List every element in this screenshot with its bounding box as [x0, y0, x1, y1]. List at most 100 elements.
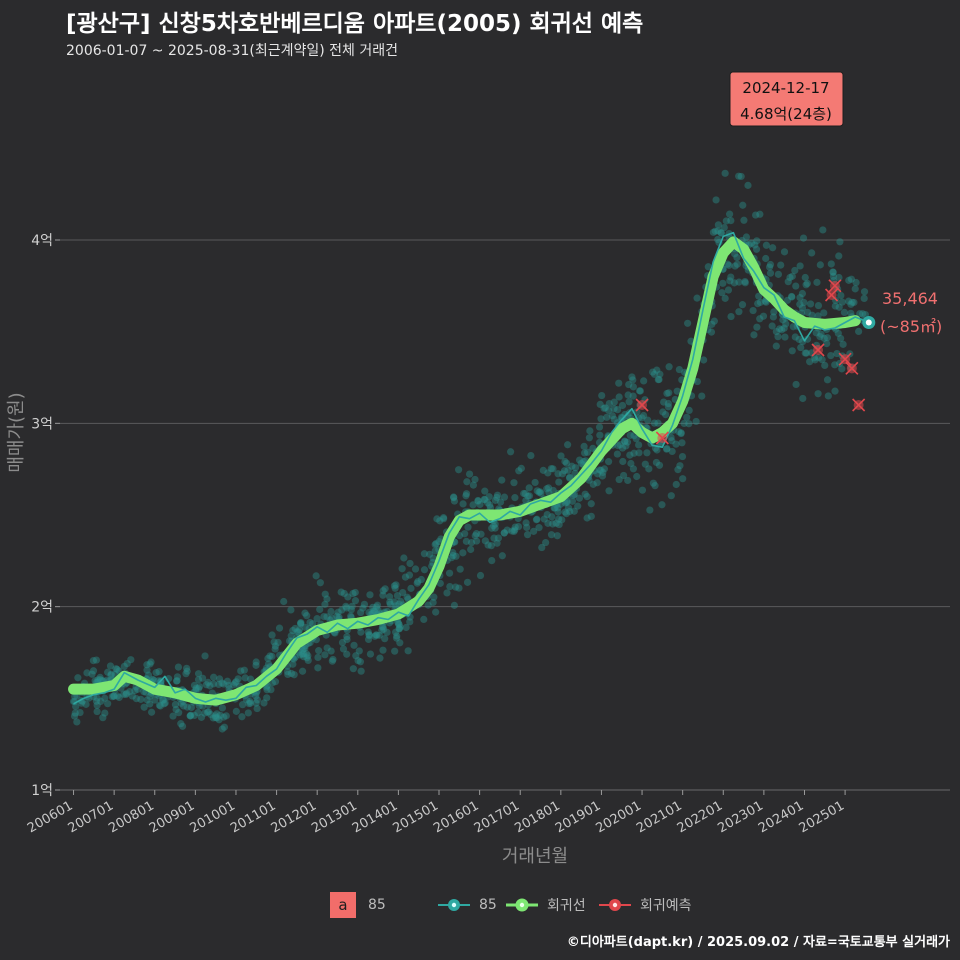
transaction-point: [146, 692, 154, 700]
transaction-point: [392, 581, 400, 589]
transaction-point: [586, 427, 594, 435]
transaction-point: [309, 620, 317, 628]
transaction-point: [431, 547, 439, 555]
transaction-point: [186, 712, 194, 720]
transaction-point: [260, 699, 268, 707]
transaction-point: [788, 272, 796, 280]
y-tick-label: 1억: [31, 783, 53, 799]
transaction-point: [522, 519, 530, 527]
transaction-point: [287, 632, 295, 640]
x-tick-label: 201001: [187, 798, 237, 836]
transaction-point: [561, 457, 569, 466]
transaction-point: [625, 398, 633, 406]
transaction-point: [678, 439, 686, 447]
transaction-point: [638, 486, 647, 494]
transaction-point: [627, 459, 635, 468]
transaction-point: [549, 520, 557, 528]
transaction-point: [814, 301, 823, 310]
end-point-center: [865, 319, 872, 326]
transaction-point: [489, 522, 498, 530]
transaction-point: [488, 524, 496, 532]
transaction-point: [605, 399, 613, 408]
transaction-point: [215, 675, 224, 683]
transaction-point: [845, 297, 853, 305]
transaction-point: [753, 323, 761, 331]
transaction-point: [242, 696, 251, 704]
transaction-point: [97, 697, 105, 705]
transaction-point: [287, 669, 296, 678]
transaction-point: [271, 645, 279, 653]
end-value-label: 35,464: [882, 289, 938, 308]
transaction-point: [302, 650, 311, 658]
transaction-point: [544, 484, 553, 492]
prediction-cross: [838, 352, 852, 366]
transaction-point: [655, 375, 663, 384]
x-tick-label: 201901: [553, 798, 603, 836]
transaction-point: [94, 676, 102, 684]
transaction-point: [270, 638, 278, 646]
transaction-point: [177, 720, 185, 728]
transaction-point: [722, 217, 730, 225]
x-tick-label: 200801: [106, 798, 156, 836]
transaction-point: [717, 229, 725, 237]
transaction-point: [641, 460, 649, 468]
transaction-point: [816, 261, 824, 269]
transaction-point: [379, 646, 387, 654]
transaction-point: [314, 664, 322, 672]
transaction-point: [600, 465, 609, 473]
transaction-point: [268, 652, 276, 660]
transaction-point: [619, 457, 627, 466]
transaction-point: [172, 677, 181, 685]
green-point-line-icon: [506, 898, 538, 912]
transaction-point: [587, 512, 595, 520]
transaction-point: [187, 711, 195, 719]
transaction-point: [198, 674, 207, 682]
transaction-point: [390, 582, 399, 590]
transaction-point: [799, 234, 808, 242]
transaction-point: [381, 635, 389, 643]
transaction-point: [752, 211, 760, 219]
transaction-point: [782, 320, 790, 328]
transaction-point: [798, 304, 807, 312]
transaction-point: [779, 316, 787, 324]
transaction-point: [672, 480, 680, 489]
transaction-point: [348, 602, 356, 610]
transaction-point: [301, 623, 309, 631]
transaction-point: [749, 306, 757, 315]
transaction-point: [587, 500, 595, 508]
transaction-point: [303, 654, 311, 662]
transaction-point: [134, 685, 142, 693]
transaction-point: [608, 412, 616, 420]
transaction-point: [245, 699, 253, 708]
transaction-point: [373, 631, 381, 639]
transaction-point: [284, 670, 292, 679]
transaction-point: [727, 273, 735, 281]
transaction-point: [814, 390, 822, 398]
transaction-point: [147, 658, 155, 666]
transaction-point: [704, 263, 712, 271]
transaction-point: [508, 527, 516, 535]
transaction-point: [613, 406, 622, 414]
transaction-point: [780, 248, 789, 256]
transaction-point: [231, 679, 239, 687]
transaction-point: [291, 624, 299, 633]
transaction-point: [299, 645, 308, 653]
transaction-point: [481, 537, 489, 545]
transaction-point: [89, 657, 97, 665]
transaction-point: [96, 676, 104, 684]
transaction-point: [72, 703, 80, 711]
transaction-point: [710, 317, 718, 325]
transaction-point: [675, 365, 683, 374]
transaction-point: [531, 478, 539, 487]
transaction-point: [71, 698, 79, 706]
transaction-point: [179, 702, 188, 710]
transaction-point: [814, 312, 822, 320]
transaction-point: [443, 589, 451, 597]
annotation-layer: 35,464 (~85㎡) 2024-12-17 4.68억(24층): [729, 71, 942, 336]
transaction-point: [554, 504, 562, 512]
transaction-point: [370, 607, 379, 615]
transaction-point: [850, 298, 858, 307]
transaction-point: [803, 279, 811, 287]
transaction-point: [398, 565, 406, 573]
transaction-point: [425, 550, 434, 558]
